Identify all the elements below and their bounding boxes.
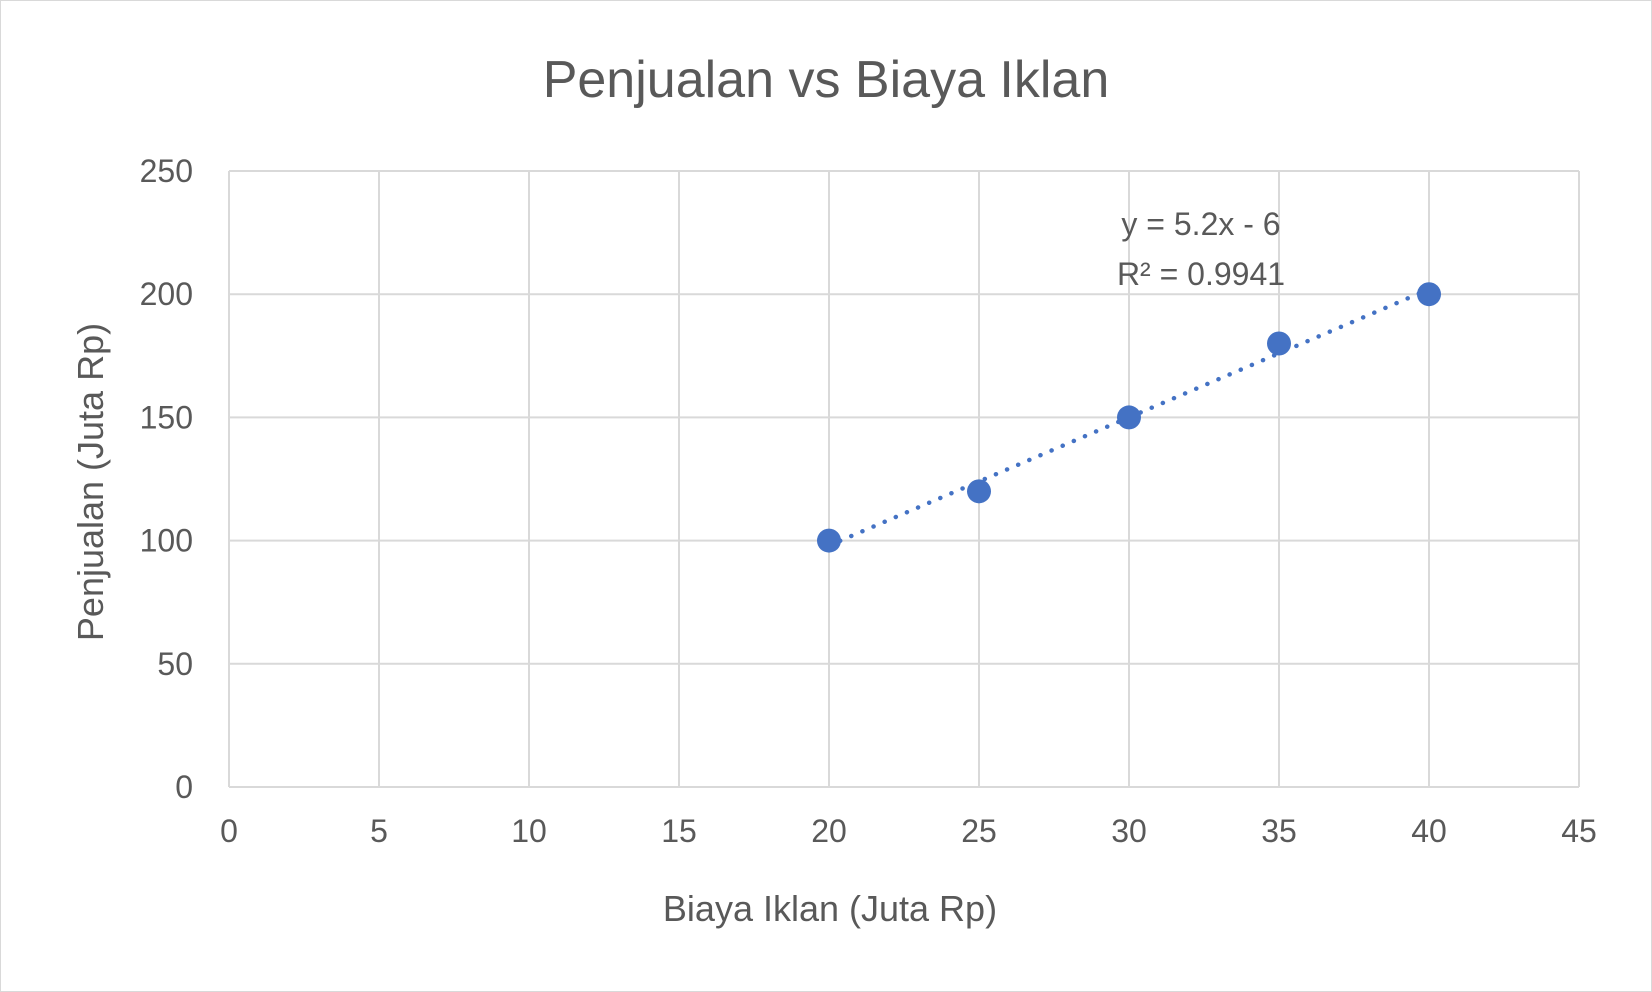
y-tick-label: 250 — [140, 153, 193, 189]
trendline-equation: y = 5.2x - 6 — [1121, 206, 1280, 242]
y-tick-label: 0 — [175, 769, 193, 805]
y-tick-label: 50 — [157, 646, 193, 682]
y-axis-title: Penjualan (Juta Rp) — [70, 323, 111, 641]
x-tick-label: 15 — [661, 813, 697, 849]
x-tick-label: 45 — [1561, 813, 1597, 849]
data-point — [967, 479, 991, 504]
x-tick-label: 30 — [1111, 813, 1147, 849]
x-tick-label: 35 — [1261, 813, 1297, 849]
data-points — [817, 282, 1441, 553]
data-point — [1417, 282, 1441, 307]
y-tick-label: 100 — [140, 523, 193, 559]
x-tick-label: 10 — [511, 813, 547, 849]
x-tick-label: 5 — [370, 813, 388, 849]
chart-title: Penjualan vs Biaya Iklan — [543, 51, 1110, 109]
trendline-r-squared: R² = 0.9941 — [1117, 256, 1285, 292]
x-axis-title: Biaya Iklan (Juta Rp) — [663, 888, 997, 929]
y-tick-label: 200 — [140, 276, 193, 312]
gridlines — [228, 170, 1580, 788]
tick-labels: 0 50 100 150 200 250 0 5 10 15 20 25 30 35 40 45 — [140, 153, 1597, 849]
y-tick-label: 150 — [140, 399, 193, 435]
data-point — [1267, 331, 1291, 356]
x-tick-label: 25 — [961, 813, 997, 849]
data-point — [1117, 405, 1141, 430]
x-tick-label: 20 — [811, 813, 847, 849]
data-point — [817, 528, 841, 553]
x-tick-label: 40 — [1411, 813, 1447, 849]
x-tick-label: 0 — [220, 813, 238, 849]
